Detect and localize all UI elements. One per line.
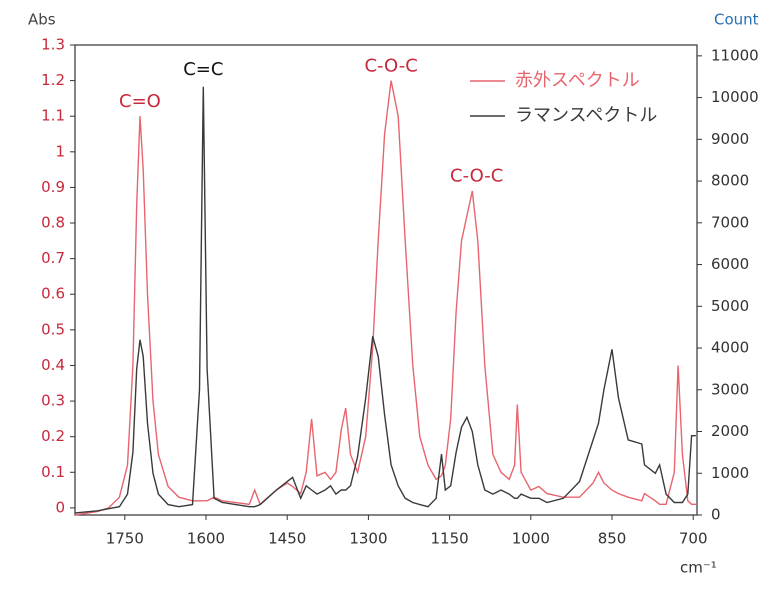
y2-tick-label: 4000 <box>711 339 749 357</box>
y2-tick-label: 2000 <box>711 422 749 440</box>
y-tick-label: 1 <box>55 142 65 160</box>
y2-tick-label: 1000 <box>711 464 749 482</box>
y2-tick-label: 8000 <box>711 172 749 190</box>
y-tick-label: 1.2 <box>41 71 65 89</box>
peak-annotation: C=O <box>119 91 161 112</box>
y2-tick-label: 6000 <box>711 255 749 273</box>
y-tick-label: 0.8 <box>41 214 65 232</box>
y-tick-label: 0.2 <box>41 427 65 445</box>
x-tick-label: 850 <box>598 530 627 548</box>
y2-tick-label: 9000 <box>711 130 749 148</box>
spectrum-line <box>74 86 696 514</box>
x-tick-label: 1750 <box>106 530 144 548</box>
y2-tick-label: 11000 <box>711 46 759 64</box>
legend-label: ラマンスペクトル <box>515 105 657 126</box>
y-tick-label: 0.3 <box>41 392 65 410</box>
peak-annotation: C-O-C <box>364 55 417 76</box>
y-tick-label: 0.4 <box>41 356 65 374</box>
y2-tick-label: 0 <box>711 506 721 524</box>
y-tick-label: 0 <box>55 498 65 516</box>
y2-tick-label: 5000 <box>711 297 749 315</box>
y-tick-label: 0.5 <box>41 320 65 338</box>
x-tick-label: 1300 <box>349 530 387 548</box>
x-tick-label: 1000 <box>512 530 550 548</box>
x-tick-label: 1150 <box>431 530 469 548</box>
x-tick-label: 1600 <box>187 530 225 548</box>
x-axis-label: cm⁻¹ <box>680 559 717 577</box>
legend-label: 赤外スペクトル <box>515 70 640 91</box>
y2-tick-label: 3000 <box>711 380 749 398</box>
y-tick-label: 0.6 <box>41 285 65 303</box>
peak-annotation: C=C <box>183 59 223 80</box>
y-tick-label: 0.7 <box>41 249 65 267</box>
y2-tick-label: 10000 <box>711 88 759 106</box>
y-tick-label: 1.1 <box>41 107 65 125</box>
y-tick-label: 0.9 <box>41 178 65 196</box>
spectrum-line <box>74 80 696 516</box>
y-axis-label: Abs <box>28 11 56 29</box>
x-tick-label: 1450 <box>268 530 306 548</box>
x-tick-label: 700 <box>679 530 708 548</box>
peak-annotation: C-O-C <box>450 166 503 187</box>
y-tick-label: 1.3 <box>41 36 65 54</box>
y2-axis-label: Count <box>714 11 759 29</box>
y2-tick-label: 7000 <box>711 213 749 231</box>
y-tick-label: 0.1 <box>41 463 65 481</box>
plot-frame <box>74 44 698 516</box>
